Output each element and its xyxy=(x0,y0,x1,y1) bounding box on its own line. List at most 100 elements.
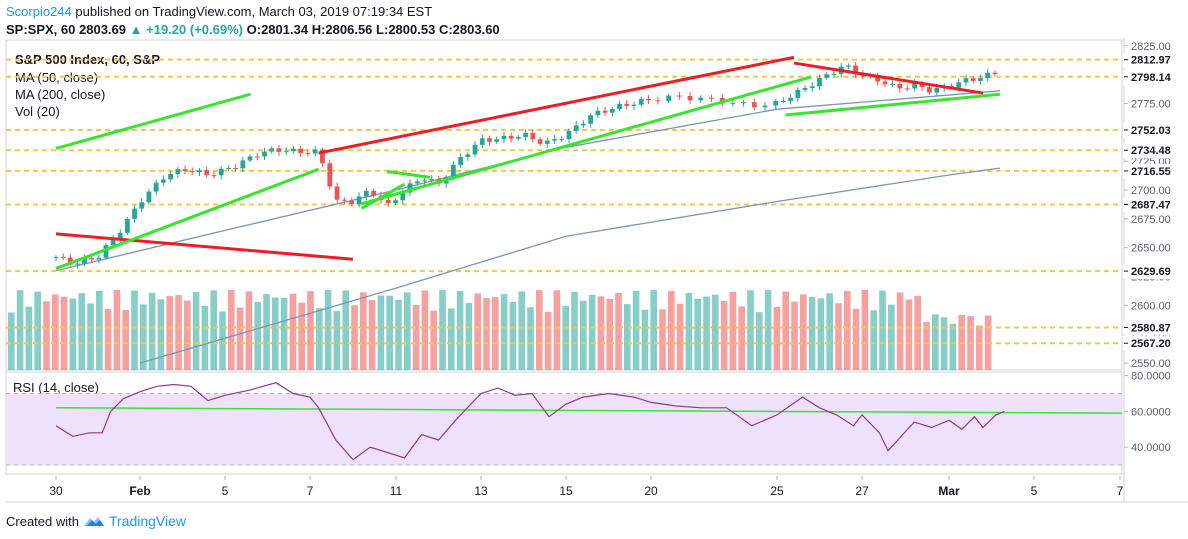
volume-bar xyxy=(175,295,182,370)
candle-body xyxy=(559,138,565,140)
candle-body xyxy=(501,135,507,140)
candle-body xyxy=(788,97,793,101)
open-label: O: xyxy=(246,22,262,37)
volume-bar xyxy=(852,308,860,370)
volume-bar xyxy=(474,293,481,370)
candle-body xyxy=(110,238,116,246)
candle-body xyxy=(588,115,594,124)
tradingview-logo-icon xyxy=(83,517,104,526)
x-axis-label: 5 xyxy=(1031,484,1038,498)
level-label-bg xyxy=(1123,163,1185,179)
volume-bar xyxy=(914,295,921,370)
candle-body xyxy=(204,170,210,176)
volume-bar xyxy=(254,302,261,370)
volume-bar xyxy=(412,304,420,370)
candle-body xyxy=(168,173,173,180)
volume-bar xyxy=(368,300,376,370)
candle-body xyxy=(956,82,962,88)
volume-bar xyxy=(720,301,728,370)
candle-body xyxy=(537,139,543,144)
candle-body xyxy=(320,149,325,164)
volume-bar xyxy=(500,294,508,370)
volume-bar xyxy=(69,298,77,370)
high-value: 2806.56 xyxy=(325,22,373,37)
volume-bar xyxy=(624,304,631,370)
rsi-axis-label: 80.0000 xyxy=(1131,371,1171,383)
volume-bar xyxy=(78,293,85,370)
volume-bar xyxy=(562,306,569,370)
author-link[interactable]: Scorpio244 xyxy=(6,4,72,19)
candle-body xyxy=(189,171,195,173)
volume-bar xyxy=(483,298,490,370)
candle-body xyxy=(992,72,998,75)
candle-body xyxy=(646,99,651,101)
volume-bar xyxy=(386,295,393,370)
volume-bar xyxy=(905,299,913,370)
volume-bar xyxy=(201,305,209,370)
candle-body xyxy=(393,200,398,204)
candle-body xyxy=(523,133,529,137)
volume-bar xyxy=(236,307,244,370)
volume-bar xyxy=(395,299,402,370)
volume-bar xyxy=(544,311,552,370)
low-label: L: xyxy=(376,22,389,37)
candle-body xyxy=(875,75,881,82)
volume-bar xyxy=(668,290,675,370)
ma50-legend: MA (50, close) xyxy=(15,70,98,85)
green-trendline xyxy=(387,170,431,179)
volume-bar xyxy=(597,296,605,370)
candle-body xyxy=(573,125,579,131)
candle-body xyxy=(153,182,159,192)
candle-body xyxy=(927,87,932,93)
tradingview-link[interactable]: TradingView xyxy=(108,513,187,529)
candle-body xyxy=(780,100,786,102)
volume-bar xyxy=(280,297,288,370)
volume-bar xyxy=(773,306,781,370)
candle-body xyxy=(687,96,693,101)
volume-bar xyxy=(509,301,517,370)
candle-body xyxy=(666,95,672,102)
candle-body xyxy=(631,104,637,106)
volume-bar xyxy=(932,314,939,370)
volume-bar xyxy=(571,291,578,370)
candle-body xyxy=(530,133,536,140)
candle-body xyxy=(226,168,231,170)
volume-bar xyxy=(228,290,235,370)
x-axis-label: 11 xyxy=(390,484,403,498)
candle-body xyxy=(89,258,95,260)
candle-body xyxy=(709,97,714,99)
volume-bar xyxy=(888,304,895,370)
candle-body xyxy=(371,190,377,196)
level-label: 2812.97 xyxy=(1131,55,1171,67)
candle-body xyxy=(919,83,925,88)
level-label: 2687.47 xyxy=(1131,199,1171,211)
volume-bar xyxy=(676,303,684,370)
candle-body xyxy=(291,148,296,152)
candle-body xyxy=(218,168,224,176)
candle-body xyxy=(802,87,808,90)
volume-bar xyxy=(219,311,226,370)
candle-body xyxy=(544,140,550,144)
candle-body xyxy=(617,103,622,110)
volume-bar xyxy=(140,304,147,370)
candle-body xyxy=(349,200,355,205)
volume-bar xyxy=(333,310,341,370)
candle-body xyxy=(552,139,557,141)
volume-bar xyxy=(430,310,437,370)
candle-body xyxy=(283,151,289,153)
volume-bar xyxy=(96,290,103,370)
candle-body xyxy=(730,102,736,104)
volume-bar xyxy=(104,309,112,370)
candle-body xyxy=(762,105,768,108)
volume-bar xyxy=(34,291,41,370)
x-axis-label: 15 xyxy=(559,484,573,498)
candle-body xyxy=(566,130,572,139)
close-value: 2803.60 xyxy=(452,22,500,37)
candle-body xyxy=(117,232,123,239)
volume-bar xyxy=(351,305,358,370)
volume-bar xyxy=(694,298,701,370)
volume-bar xyxy=(861,290,869,370)
volume-bar xyxy=(879,290,886,370)
price-axis-label: 2550.00 xyxy=(1131,358,1171,370)
